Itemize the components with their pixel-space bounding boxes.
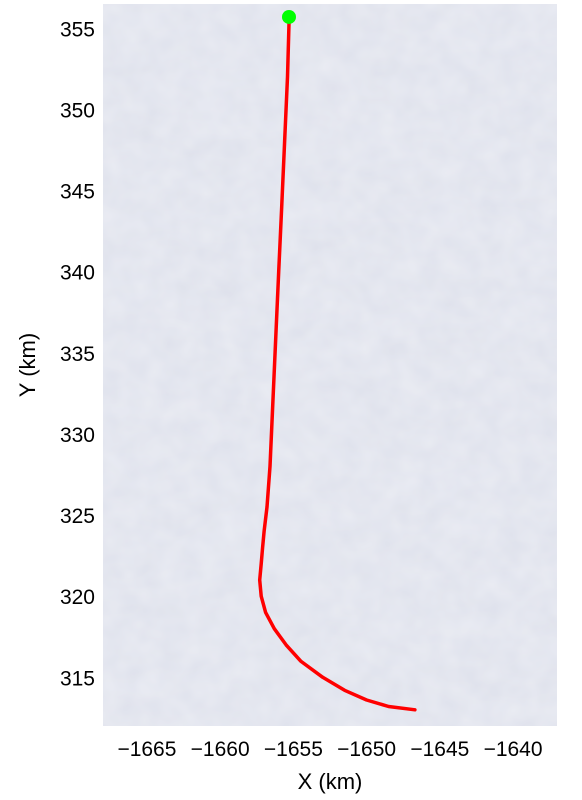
- x-tick-label: −1655: [264, 738, 323, 761]
- x-tick-label: −1640: [484, 738, 543, 761]
- y-tick-label: 350: [60, 99, 95, 122]
- y-tick-label: 330: [60, 424, 95, 447]
- y-tick-label: 320: [60, 586, 95, 609]
- y-axis: 315 320 325 330 335 340 345 350 355: [60, 18, 95, 690]
- x-tick-label: −1660: [191, 738, 250, 761]
- track-line: [257, 21, 417, 712]
- y-tick-label: 315: [60, 667, 95, 690]
- x-tick-label: −1650: [337, 738, 396, 761]
- x-axis: −1665 −1660 −1655 −1650 −1645 −1640: [117, 738, 542, 761]
- series-layer: [257, 9, 417, 712]
- y-tick-label: 355: [60, 18, 95, 41]
- satellite-highlights: [103, 4, 557, 726]
- y-axis-label: Y (km): [15, 333, 40, 397]
- x-tick-label: −1645: [410, 738, 469, 761]
- x-tick-label: −1665: [117, 738, 176, 761]
- y-tick-label: 345: [60, 181, 95, 204]
- y-tick-label: 335: [60, 343, 95, 366]
- plot-area: [103, 4, 557, 726]
- y-tick-label: 325: [60, 505, 95, 528]
- y-tick-label: 340: [60, 262, 95, 285]
- start-marker: [281, 9, 296, 24]
- x-axis-label: X (km): [298, 769, 363, 794]
